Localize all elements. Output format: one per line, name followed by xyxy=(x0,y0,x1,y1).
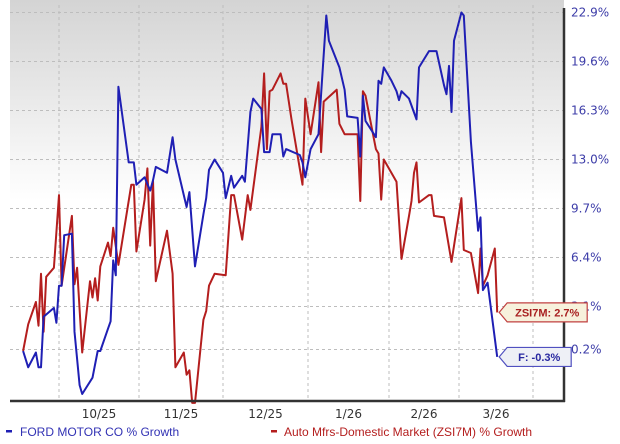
plot-area xyxy=(10,0,564,401)
y-tick-label: 22.9% xyxy=(571,6,609,20)
x-tick-label: 3/26 xyxy=(483,407,510,421)
industry-callout: ZSI7M: 2.7% xyxy=(498,302,588,323)
y-tick-label: 16.3% xyxy=(571,103,609,117)
ford-callout: F: -0.3% xyxy=(498,346,572,368)
ford-series-line xyxy=(22,11,499,395)
y-tick-label: 19.6% xyxy=(571,54,609,68)
industry-series-line xyxy=(22,72,499,404)
y-tick-label: 13.0% xyxy=(571,152,609,166)
y-tick-label: 6.4% xyxy=(571,250,602,264)
callout-label: ZSI7M: 2.7% xyxy=(515,307,579,319)
x-tick-label: 2/26 xyxy=(411,407,438,421)
y-tick-label: 9.7% xyxy=(571,201,602,215)
x-tick-label: 1/26 xyxy=(335,407,362,421)
y-tick-label: 0.2% xyxy=(571,343,602,357)
x-tick-label: 11/25 xyxy=(164,407,199,421)
x-tick-label: 10/25 xyxy=(82,407,117,421)
legend-swatch-ford xyxy=(6,430,12,433)
callout-label: F: -0.3% xyxy=(518,352,560,364)
x-tick-label: 12/25 xyxy=(248,407,283,421)
callout-box xyxy=(498,302,588,323)
legend-label-ford: FORD MOTOR CO % Growth xyxy=(20,425,179,439)
legend-swatch-industry xyxy=(271,430,277,433)
legend-label-industry: Auto Mfrs-Domestic Market (ZSI7M) % Grow… xyxy=(284,425,532,439)
callout-box xyxy=(498,346,572,368)
